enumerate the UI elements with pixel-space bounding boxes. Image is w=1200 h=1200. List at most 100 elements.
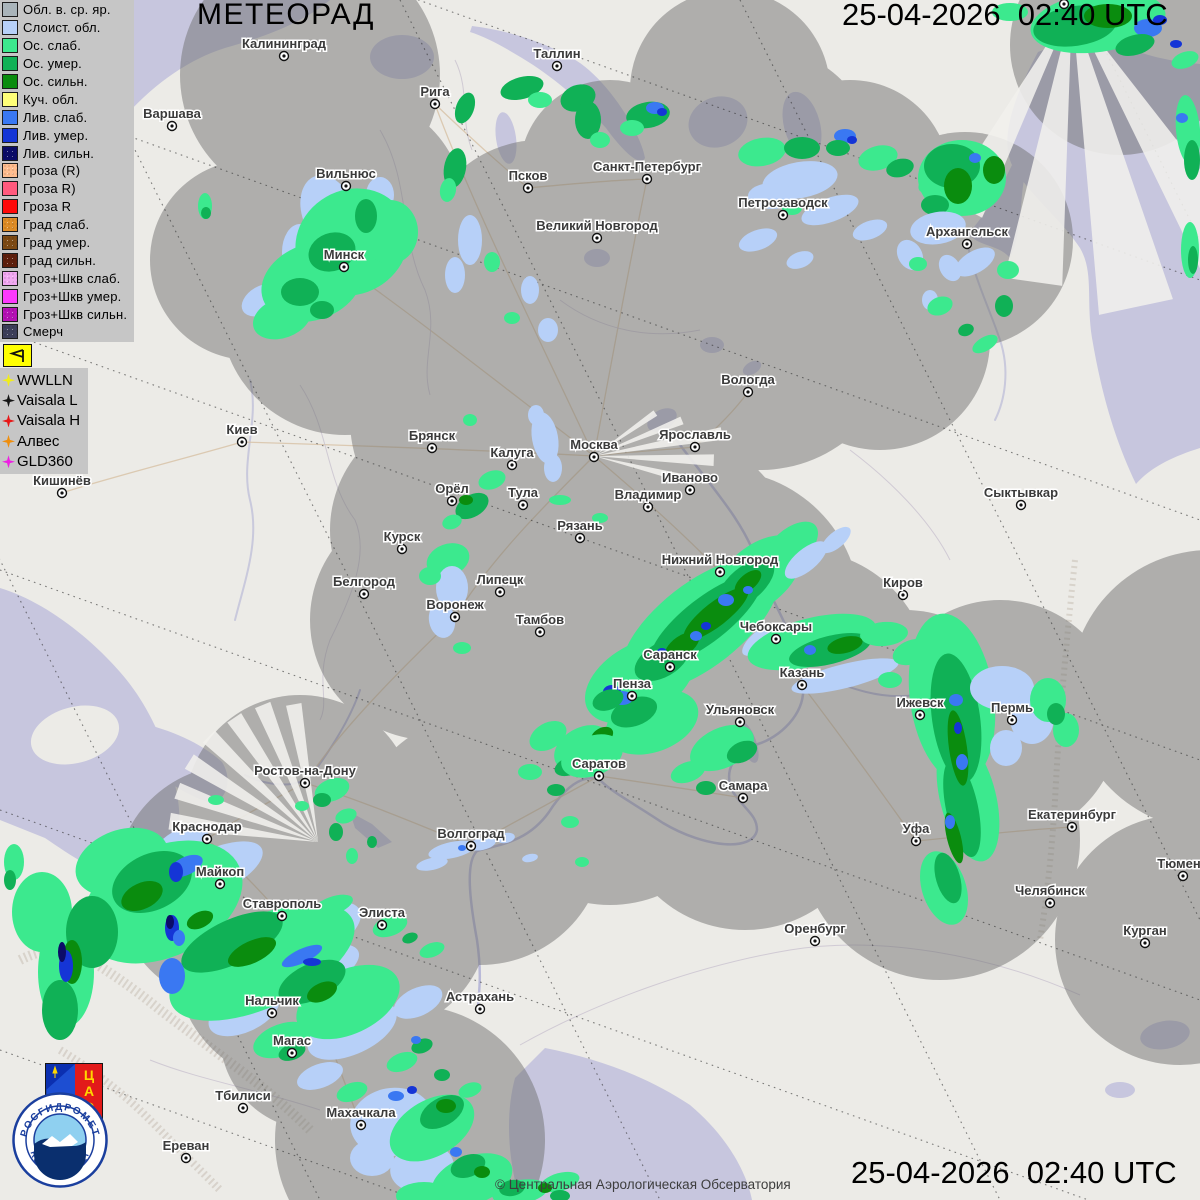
city-marker: Киев [225,421,259,448]
city-label: Элиста [359,905,406,920]
precip-blob-os_siln [983,156,1005,184]
precip-blob-os_umer [310,301,334,319]
legend-swatch [2,181,18,197]
beam-blockage-wedge [286,702,318,842]
crimea [30,705,120,765]
city-marker: Тюмень [1156,855,1200,882]
precip-blob-os_umer [443,148,467,188]
precip-blob-sloist [738,228,778,252]
radar-coverage-circle [1055,815,1200,1065]
beam-blockage-wedge [594,427,723,456]
city-marker: Самара [717,777,770,804]
precip-blob-sloist [531,412,559,464]
precip-blob-os_siln [459,495,473,505]
border [849,449,951,561]
lake-ladoga [688,96,748,148]
precip-blob-os_slab [442,514,462,530]
precip-blob-os_siln [827,636,863,654]
city-marker [1058,0,1070,10]
tornado-flag-icon [8,349,24,362]
radar-coverage-circle [800,700,1080,980]
precip-blob-sloist [990,730,1022,766]
legend-label: Лив. слаб. [23,109,88,125]
lightning-source-label: GLD360 [17,453,73,471]
city-marker: Курган [1122,922,1168,949]
borders-layer [149,59,1081,1111]
precip-blob-os_slab [208,795,224,805]
precip-blob-os_umer [592,689,624,711]
legend-item: Град сильн. [2,251,134,269]
legend-item: Град слаб. [2,216,134,234]
precip-blob-os_slab [311,894,353,918]
precip-blob-sloist [445,257,465,293]
border [519,944,1081,1046]
precip-blob-os_umer [402,932,418,944]
beam-blockage-wedge [594,416,684,456]
city-marker: Волгоград [436,825,507,852]
legend-label: Лив. сильн. [23,145,95,161]
legend-item: Гроза R) [2,180,134,198]
beam-blockage-wedge [594,454,714,467]
legend-swatch [2,252,18,268]
city-marker: Тамбов [514,611,566,638]
city-marker: Астрахань [444,988,516,1015]
legend-label: Слоист. обл. [23,20,101,36]
radar-coverage-circle [535,135,795,395]
radar-coverage-circle [350,290,610,550]
legend-label: Гроза (R) [23,163,81,179]
precip-blob-os_umer [550,1190,570,1200]
city-label: Липецк [477,572,524,587]
precip-blob-os_slab [346,848,358,864]
precip-blob-sloist [821,526,851,554]
don-river [244,689,361,786]
city-marker: Магас [271,1032,313,1059]
city-label: Архангельск [926,224,1009,239]
precip-blob-liv_umer [657,108,667,116]
legend-swatch [2,109,18,125]
legend-item: Смерч [2,323,134,341]
city-marker: Элиста [357,904,407,931]
city-marker: Санкт-Петербург [591,158,703,185]
precip-blob-sloist [428,602,456,638]
dnepr-river [234,379,255,621]
city-marker: Ижевск [895,694,946,721]
precip-blob-sloist [852,219,888,241]
precip-blob-liv_umer [1170,40,1182,48]
radar-coverage-circle [770,230,990,450]
city-label: Магас [273,1033,311,1048]
precip-blob-os_slab [419,942,445,958]
city-marker: Чебоксары [738,618,814,645]
legend-swatch [2,199,18,215]
city-marker: Сыктывкар [982,484,1060,511]
gulf-of-riga [370,35,434,79]
tornado-flag-box [3,344,32,367]
lightning-source-label: Алвес [17,432,60,450]
precip-blob-os_umer [886,158,914,178]
city-marker: Таллин [532,45,582,72]
legend-label: Обл. в. ср. яр. [23,2,111,18]
cao-flag-top-triangle [46,1064,75,1090]
beam-blockage-wedge [594,456,692,485]
sea-of-azov [138,722,228,804]
precip-blob-os_umer [921,195,949,215]
precip-blob-os_umer [201,207,211,219]
precip-blob-os_umer [1184,140,1200,180]
city-label: Майкоп [196,864,244,879]
legend-swatch [2,324,18,340]
legend-swatch [2,235,18,251]
precip-blob-sloist [791,658,899,694]
road [343,266,595,457]
legend-swatch [2,38,18,54]
precip-blob-os_umer [329,823,343,841]
precip-blob-os_slab [997,261,1019,279]
precip-blob-os_slab [762,521,818,575]
precip-blob-os_siln [664,631,700,661]
legend-panel: Обл. в. ср. яр. Слоист. обл. Ос. слаб. Ос. … [0,0,134,342]
city-label: Варшава [143,106,201,121]
city-marker: Ярославль [658,426,732,453]
lightning-source-label: Vaisala H [17,412,81,430]
radar-coverage-circle [750,80,950,280]
precip-blob-sloist [522,853,538,863]
precip-blob-os_umer [1047,703,1065,725]
city-marker: Казань [778,664,826,691]
